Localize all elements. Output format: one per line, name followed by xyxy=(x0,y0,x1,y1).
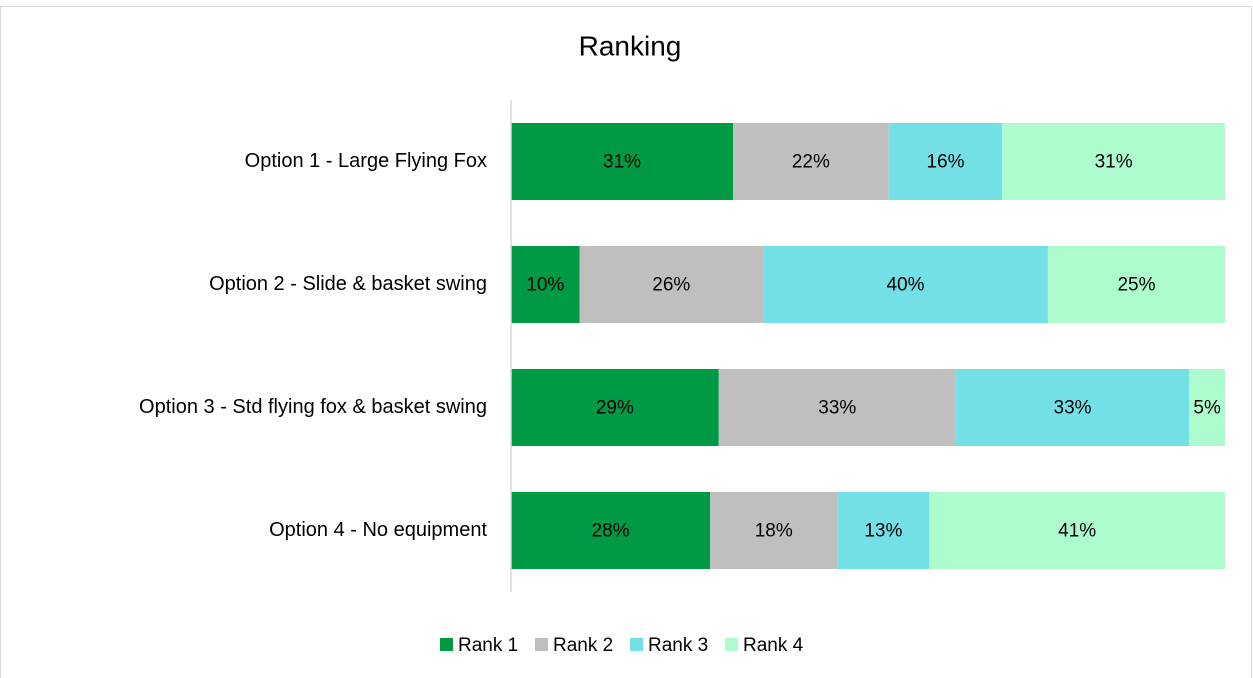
data-label: 22% xyxy=(792,152,830,173)
legend-swatch xyxy=(535,638,548,651)
bar-segment xyxy=(511,369,719,446)
data-label: 10% xyxy=(526,275,564,296)
y-tick-label: Option 2 - Slide & basket swing xyxy=(209,273,487,295)
y-tick-label: Option 4 - No equipment xyxy=(269,519,487,541)
bar-segment xyxy=(710,492,838,569)
data-label: 33% xyxy=(818,398,856,419)
bar-segment xyxy=(1189,369,1225,446)
bar-segment xyxy=(955,369,1190,446)
data-label: 40% xyxy=(886,275,924,296)
legend-label: Rank 1 xyxy=(458,635,518,656)
bar-segment xyxy=(837,492,930,569)
bar-segment xyxy=(511,246,580,323)
y-tick-label: Option 1 - Large Flying Fox xyxy=(245,150,487,172)
bar-segment xyxy=(1047,246,1225,323)
data-label: 18% xyxy=(755,521,793,542)
bar-segment xyxy=(1002,123,1225,200)
data-label: 33% xyxy=(1054,398,1092,419)
bar-segment xyxy=(929,492,1225,569)
legend-swatch xyxy=(440,638,453,651)
legend-label: Rank 3 xyxy=(648,635,708,656)
data-label: 31% xyxy=(603,152,641,173)
bar-segment xyxy=(888,123,1003,200)
bar-segment xyxy=(733,123,889,200)
data-label: 28% xyxy=(592,521,630,542)
legend-swatch xyxy=(630,638,643,651)
data-label: 29% xyxy=(596,398,634,419)
legend-swatch xyxy=(725,638,738,651)
bar-segment xyxy=(718,369,956,446)
bar-segment xyxy=(511,123,734,200)
data-label: 5% xyxy=(1193,398,1221,419)
chart-border xyxy=(0,6,1252,678)
y-tick-label: Option 3 - Std flying fox & basket swing xyxy=(139,396,487,418)
bar-segment xyxy=(579,246,764,323)
data-label: 41% xyxy=(1058,521,1096,542)
chart-title: Ranking xyxy=(579,30,682,61)
data-label: 31% xyxy=(1095,152,1133,173)
legend-label: Rank 2 xyxy=(553,635,613,656)
data-label: 25% xyxy=(1117,275,1155,296)
data-label: 16% xyxy=(926,152,964,173)
data-label: 26% xyxy=(652,275,690,296)
bar-segment xyxy=(763,246,1048,323)
data-label: 13% xyxy=(864,521,902,542)
legend-label: Rank 4 xyxy=(743,635,804,656)
bar-segment xyxy=(511,492,711,569)
